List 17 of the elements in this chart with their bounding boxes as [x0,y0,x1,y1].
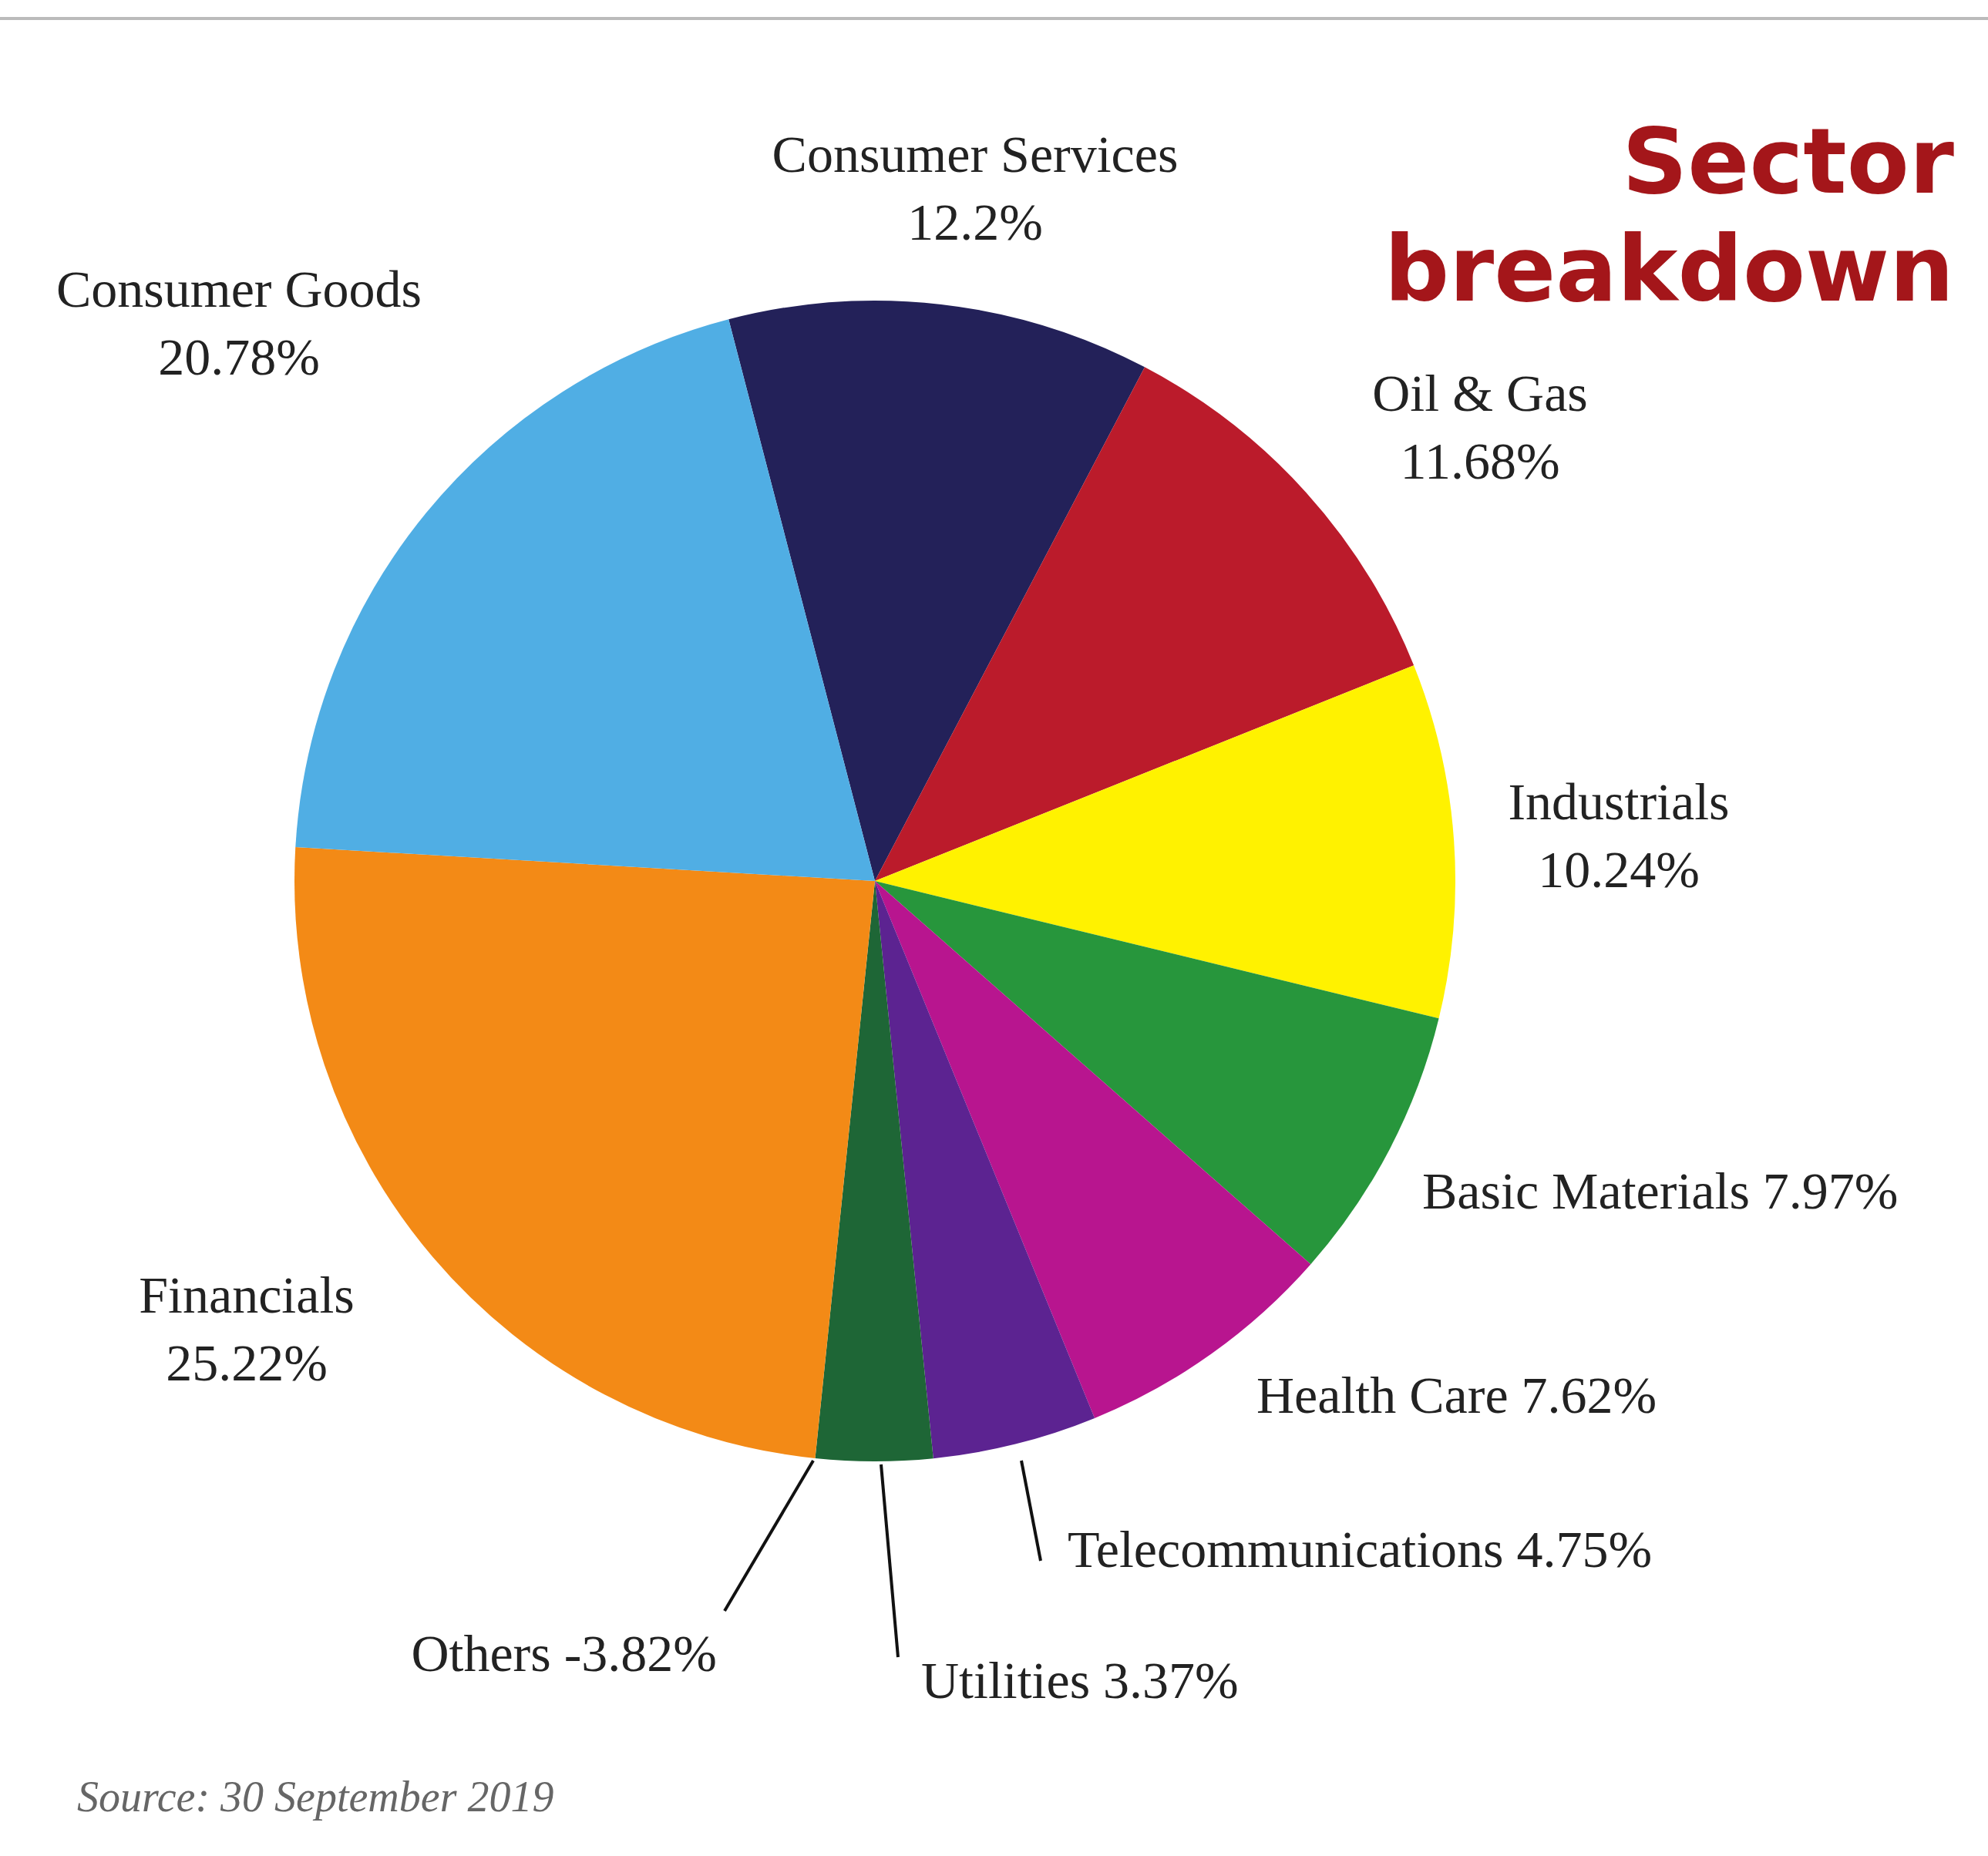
slice-label: Telecommunications 4.75% [1068,1519,1653,1579]
slice-label: Consumer Goods [56,259,422,318]
slice-label: Industrials [1508,772,1730,831]
slice-label: Oil & Gas [1372,363,1588,422]
data-label: 12.2% [907,192,1043,251]
slice-label: Consumer Services [772,124,1179,183]
slice-label: Financials [139,1265,355,1324]
source-note: Source: 30 September 2019 [77,1772,554,1821]
data-label: 25.22% [166,1333,328,1392]
data-label: 10.24% [1538,839,1700,899]
chart-title: Sector breakdown [1384,108,1954,322]
category-label: Others -3.82% [411,1623,717,1683]
data-label: 20.78% [158,327,320,386]
slice-label: Basic Materials 7.97% [1422,1161,1899,1220]
slice-label: Utilities 3.37% [921,1650,1239,1710]
data-label: 11.68% [1400,431,1560,490]
slice-label: Health Care 7.62% [1256,1365,1657,1424]
